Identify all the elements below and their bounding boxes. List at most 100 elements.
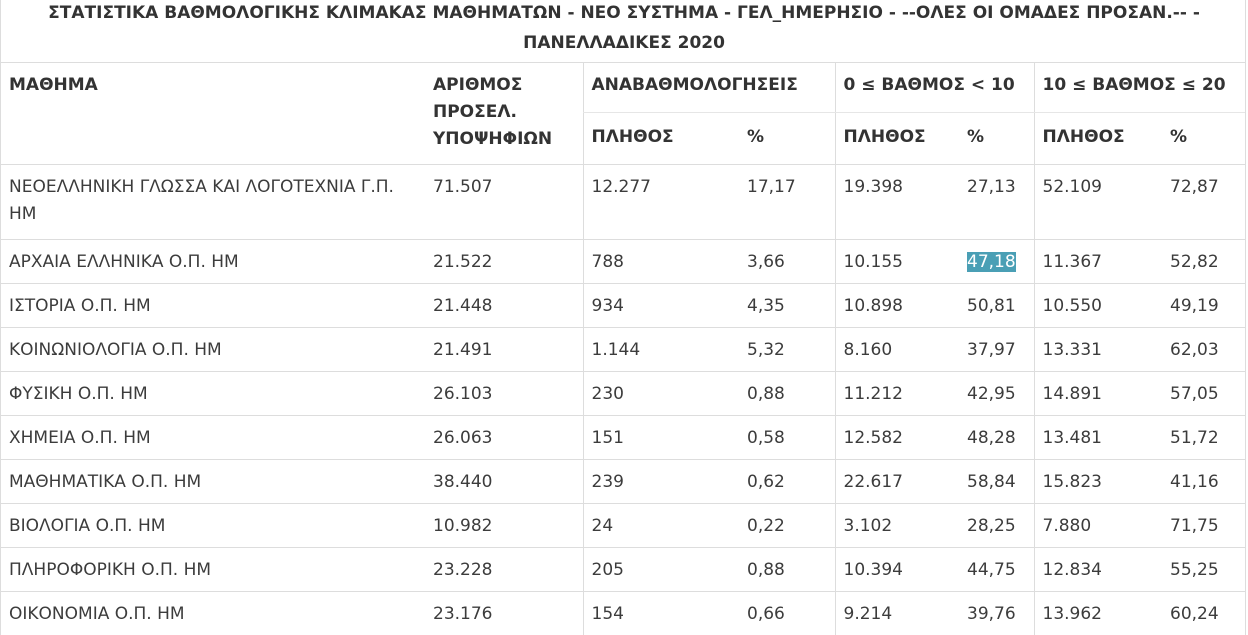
cell-candidate-count[interactable]: 23.176 bbox=[425, 591, 583, 635]
table-row[interactable]: ΧΗΜΕΙΑ Ο.Π. ΗΜ 26.063 151 0,58 12.582 48,28 13… bbox=[1, 415, 1245, 460]
cell-subject[interactable]: ΜΑΘΗΜΑΤΙΚΑ Ο.Π. ΗΜ bbox=[1, 459, 425, 504]
cell-candidate-count[interactable]: 23.228 bbox=[425, 547, 583, 592]
cell-high-percent[interactable]: 41,16 bbox=[1162, 459, 1245, 504]
cell-candidate-count[interactable]: 10.982 bbox=[425, 503, 583, 548]
cell-regrades-percent[interactable]: 0,88 bbox=[739, 547, 835, 592]
cell-high-quantity[interactable]: 13.962 bbox=[1033, 591, 1162, 635]
cell-regrades-percent[interactable]: 0,62 bbox=[739, 459, 835, 504]
cell-low-quantity[interactable]: 22.617 bbox=[834, 459, 959, 504]
cell-candidate-count[interactable]: 26.063 bbox=[425, 415, 583, 460]
cell-high-quantity[interactable]: 13.331 bbox=[1033, 327, 1162, 372]
cell-subject[interactable]: ΦΥΣΙΚΗ Ο.Π. ΗΜ bbox=[1, 371, 425, 416]
header-regrades[interactable]: ΑΝΑΒΑΘΜΟΛΟΓΗΣΕΙΣ bbox=[582, 62, 835, 113]
cell-low-percent[interactable]: 47,18 bbox=[959, 239, 1034, 284]
cell-low-percent[interactable]: 44,75 bbox=[959, 547, 1034, 592]
table-row[interactable]: ΙΣΤΟΡΙΑ Ο.Π. ΗΜ 21.448 934 4,35 10.898 50,81 1… bbox=[1, 283, 1245, 328]
cell-subject[interactable]: ΟΙΚΟΝΟΜΙΑ Ο.Π. ΗΜ bbox=[1, 591, 425, 635]
cell-subject[interactable]: ΧΗΜΕΙΑ Ο.Π. ΗΜ bbox=[1, 415, 425, 460]
cell-high-percent[interactable]: 55,25 bbox=[1162, 547, 1245, 592]
cell-high-percent[interactable]: 62,03 bbox=[1162, 327, 1245, 372]
cell-subject[interactable]: ΑΡΧΑΙΑ ΕΛΛΗΝΙΚΑ Ο.Π. ΗΜ bbox=[1, 239, 425, 284]
cell-high-quantity[interactable]: 13.481 bbox=[1033, 415, 1162, 460]
cell-high-quantity[interactable]: 15.823 bbox=[1033, 459, 1162, 504]
cell-low-quantity[interactable]: 19.398 bbox=[834, 164, 959, 240]
cell-subject[interactable]: ΒΙΟΛΟΓΙΑ Ο.Π. ΗΜ bbox=[1, 503, 425, 548]
cell-regrades-quantity[interactable]: 239 bbox=[582, 459, 739, 504]
cell-candidate-count[interactable]: 26.103 bbox=[425, 371, 583, 416]
cell-high-percent[interactable]: 49,19 bbox=[1162, 283, 1245, 328]
cell-candidate-count[interactable]: 21.448 bbox=[425, 283, 583, 328]
header-low-range[interactable]: 0 ≤ ΒΑΘΜΟΣ < 10 bbox=[834, 62, 1034, 113]
header-regrades-percent[interactable]: % bbox=[739, 112, 835, 165]
cell-regrades-quantity[interactable]: 151 bbox=[582, 415, 739, 460]
cell-regrades-quantity[interactable]: 1.144 bbox=[582, 327, 739, 372]
cell-low-quantity[interactable]: 9.214 bbox=[834, 591, 959, 635]
cell-regrades-percent[interactable]: 5,32 bbox=[739, 327, 835, 372]
header-candidate-count[interactable]: ΑΡΙΘΜΟΣ ΠΡΟΣΕΛ. ΥΠΟΨΗΦΙΩΝ bbox=[425, 62, 583, 165]
cell-subject[interactable]: ΚΟΙΝΩΝΙΟΛΟΓΙΑ Ο.Π. ΗΜ bbox=[1, 327, 425, 372]
cell-high-quantity[interactable]: 7.880 bbox=[1033, 503, 1162, 548]
cell-regrades-quantity[interactable]: 230 bbox=[582, 371, 739, 416]
cell-low-percent[interactable]: 27,13 bbox=[959, 164, 1034, 240]
cell-regrades-quantity[interactable]: 24 bbox=[582, 503, 739, 548]
cell-candidate-count[interactable]: 38.440 bbox=[425, 459, 583, 504]
table-row[interactable]: ΠΛΗΡΟΦΟΡΙΚΗ Ο.Π. ΗΜ 23.228 205 0,88 10.394 44… bbox=[1, 547, 1245, 592]
cell-high-percent[interactable]: 51,72 bbox=[1162, 415, 1245, 460]
header-high-range[interactable]: 10 ≤ ΒΑΘΜΟΣ ≤ 20 bbox=[1033, 62, 1245, 113]
cell-high-percent[interactable]: 71,75 bbox=[1162, 503, 1245, 548]
cell-high-quantity[interactable]: 11.367 bbox=[1033, 239, 1162, 284]
cell-high-percent[interactable]: 72,87 bbox=[1162, 164, 1245, 240]
cell-regrades-percent[interactable]: 3,66 bbox=[739, 239, 835, 284]
cell-high-percent[interactable]: 57,05 bbox=[1162, 371, 1245, 416]
cell-subject[interactable]: ΝΕΟΕΛΛΗΝΙΚΗ ΓΛΩΣΣΑ ΚΑΙ ΛΟΓΟΤΕΧΝΙΑ Γ.Π. Η… bbox=[1, 164, 425, 240]
cell-low-percent[interactable]: 42,95 bbox=[959, 371, 1034, 416]
cell-regrades-quantity[interactable]: 154 bbox=[582, 591, 739, 635]
cell-regrades-percent[interactable]: 0,58 bbox=[739, 415, 835, 460]
cell-subject[interactable]: ΠΛΗΡΟΦΟΡΙΚΗ Ο.Π. ΗΜ bbox=[1, 547, 425, 592]
header-high-quantity[interactable]: ΠΛΗΘΟΣ bbox=[1033, 112, 1162, 165]
cell-regrades-percent[interactable]: 17,17 bbox=[739, 164, 835, 240]
cell-regrades-percent[interactable]: 4,35 bbox=[739, 283, 835, 328]
cell-low-percent[interactable]: 48,28 bbox=[959, 415, 1034, 460]
table-row[interactable]: ΒΙΟΛΟΓΙΑ Ο.Π. ΗΜ 10.982 24 0,22 3.102 28,25 7.… bbox=[1, 503, 1245, 548]
cell-high-quantity[interactable]: 14.891 bbox=[1033, 371, 1162, 416]
cell-low-quantity[interactable]: 10.155 bbox=[834, 239, 959, 284]
table-row[interactable]: ΦΥΣΙΚΗ Ο.Π. ΗΜ 26.103 230 0,88 11.212 42,95 14… bbox=[1, 371, 1245, 416]
header-regrades-quantity[interactable]: ΠΛΗΘΟΣ bbox=[582, 112, 739, 165]
table-row[interactable]: ΝΕΟΕΛΛΗΝΙΚΗ ΓΛΩΣΣΑ ΚΑΙ ΛΟΓΟΤΕΧΝΙΑ Γ.Π. Η… bbox=[1, 164, 1245, 240]
header-low-percent[interactable]: % bbox=[959, 112, 1034, 165]
cell-low-quantity[interactable]: 10.394 bbox=[834, 547, 959, 592]
cell-regrades-quantity[interactable]: 788 bbox=[582, 239, 739, 284]
cell-regrades-quantity[interactable]: 934 bbox=[582, 283, 739, 328]
cell-regrades-percent[interactable]: 0,88 bbox=[739, 371, 835, 416]
cell-regrades-percent[interactable]: 0,66 bbox=[739, 591, 835, 635]
cell-high-percent[interactable]: 52,82 bbox=[1162, 239, 1245, 284]
table-row[interactable]: ΚΟΙΝΩΝΙΟΛΟΓΙΑ Ο.Π. ΗΜ 21.491 1.144 5,32 8.16… bbox=[1, 327, 1245, 372]
cell-regrades-percent[interactable]: 0,22 bbox=[739, 503, 835, 548]
cell-high-percent[interactable]: 60,24 bbox=[1162, 591, 1245, 635]
table-row[interactable]: ΟΙΚΟΝΟΜΙΑ Ο.Π. ΗΜ 23.176 154 0,66 9.214 39,76… bbox=[1, 591, 1245, 635]
cell-regrades-quantity[interactable]: 205 bbox=[582, 547, 739, 592]
cell-high-quantity[interactable]: 10.550 bbox=[1033, 283, 1162, 328]
cell-low-percent[interactable]: 39,76 bbox=[959, 591, 1034, 635]
cell-subject[interactable]: ΙΣΤΟΡΙΑ Ο.Π. ΗΜ bbox=[1, 283, 425, 328]
cell-candidate-count[interactable]: 21.491 bbox=[425, 327, 583, 372]
cell-low-quantity[interactable]: 11.212 bbox=[834, 371, 959, 416]
cell-high-quantity[interactable]: 12.834 bbox=[1033, 547, 1162, 592]
cell-low-percent[interactable]: 28,25 bbox=[959, 503, 1034, 548]
cell-low-quantity[interactable]: 12.582 bbox=[834, 415, 959, 460]
cell-candidate-count[interactable]: 71.507 bbox=[425, 164, 583, 240]
cell-high-quantity[interactable]: 52.109 bbox=[1033, 164, 1162, 240]
cell-low-percent[interactable]: 37,97 bbox=[959, 327, 1034, 372]
cell-low-quantity[interactable]: 10.898 bbox=[834, 283, 959, 328]
cell-low-percent[interactable]: 50,81 bbox=[959, 283, 1034, 328]
table-row[interactable]: ΜΑΘΗΜΑΤΙΚΑ Ο.Π. ΗΜ 38.440 239 0,62 22.617 58,… bbox=[1, 459, 1245, 504]
header-low-quantity[interactable]: ΠΛΗΘΟΣ bbox=[834, 112, 959, 165]
table-row[interactable]: ΑΡΧΑΙΑ ΕΛΛΗΝΙΚΑ Ο.Π. ΗΜ 21.522 788 3,66 10.1… bbox=[1, 239, 1245, 284]
cell-low-quantity[interactable]: 8.160 bbox=[834, 327, 959, 372]
cell-regrades-quantity[interactable]: 12.277 bbox=[582, 164, 739, 240]
cell-candidate-count[interactable]: 21.522 bbox=[425, 239, 583, 284]
header-subject[interactable]: ΜΑΘΗΜΑ bbox=[1, 62, 425, 165]
header-high-percent[interactable]: % bbox=[1162, 112, 1245, 165]
cell-low-percent[interactable]: 58,84 bbox=[959, 459, 1034, 504]
